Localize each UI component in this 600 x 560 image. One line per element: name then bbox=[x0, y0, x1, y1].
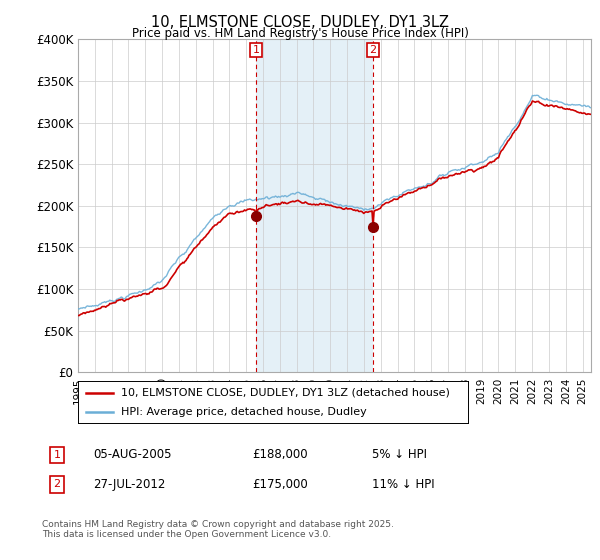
Text: 10, ELMSTONE CLOSE, DUDLEY, DY1 3LZ: 10, ELMSTONE CLOSE, DUDLEY, DY1 3LZ bbox=[151, 15, 449, 30]
Bar bbox=[256, 39, 373, 372]
Text: 1: 1 bbox=[253, 45, 260, 55]
Text: 5% ↓ HPI: 5% ↓ HPI bbox=[372, 448, 427, 461]
Text: 11% ↓ HPI: 11% ↓ HPI bbox=[372, 478, 434, 491]
Text: 2: 2 bbox=[53, 479, 61, 489]
Text: 27-JUL-2012: 27-JUL-2012 bbox=[93, 478, 166, 491]
Text: Price paid vs. HM Land Registry's House Price Index (HPI): Price paid vs. HM Land Registry's House … bbox=[131, 27, 469, 40]
Text: 2: 2 bbox=[370, 45, 377, 55]
Text: 1: 1 bbox=[53, 450, 61, 460]
Text: £188,000: £188,000 bbox=[252, 448, 308, 461]
Text: HPI: Average price, detached house, Dudley: HPI: Average price, detached house, Dudl… bbox=[121, 407, 367, 417]
Text: 10, ELMSTONE CLOSE, DUDLEY, DY1 3LZ (detached house): 10, ELMSTONE CLOSE, DUDLEY, DY1 3LZ (det… bbox=[121, 388, 450, 398]
Text: £175,000: £175,000 bbox=[252, 478, 308, 491]
Text: Contains HM Land Registry data © Crown copyright and database right 2025.
This d: Contains HM Land Registry data © Crown c… bbox=[42, 520, 394, 539]
Text: 05-AUG-2005: 05-AUG-2005 bbox=[93, 448, 172, 461]
